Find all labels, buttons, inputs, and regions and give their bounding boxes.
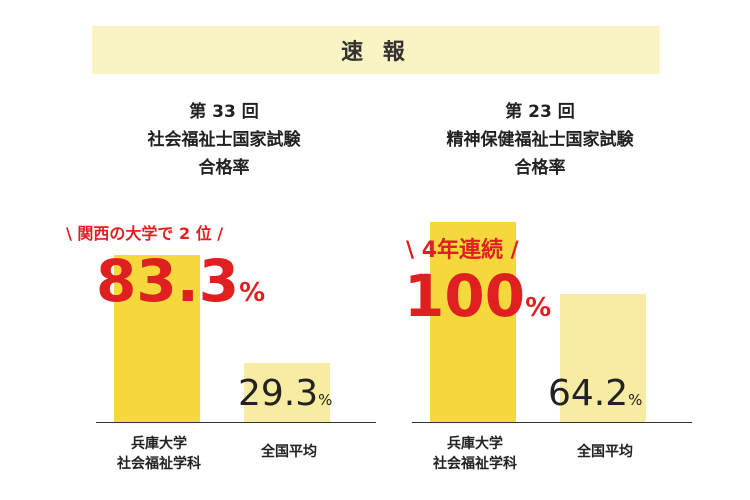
category-line-2: 社会福祉学科 — [433, 456, 517, 472]
bar-national-average — [560, 293, 646, 422]
value-number: 29.3 — [238, 373, 319, 414]
value-unit: % — [628, 391, 643, 409]
bar-national-average — [244, 363, 330, 422]
chart-panel-1: 第 33 回 社会福祉士国家試験 合格率 \ 関西の大学で 2 位 / 83.3… — [66, 92, 376, 482]
baseline — [96, 422, 376, 423]
value-unit: % — [525, 293, 552, 323]
bar-university — [114, 255, 200, 422]
chart-title-line-2: 社会福祉士国家試験 — [147, 130, 301, 150]
category-label-average: 全国平均 — [219, 442, 359, 462]
value-label-average: 29.3% — [238, 376, 332, 412]
chart-title: 第 33 回 社会福祉士国家試験 合格率 — [74, 98, 374, 182]
banner: 速 報 — [92, 26, 660, 74]
chart-title-line-2: 精神保健福祉士国家試験 — [446, 130, 634, 150]
value-number: 83.3 — [96, 247, 240, 315]
category-line-2: 社会福祉学科 — [117, 456, 201, 472]
chart-title-line-3: 合格率 — [514, 158, 566, 178]
category-label-university: 兵庫大学 社会福祉学科 — [89, 434, 229, 474]
value-label-average: 64.2% — [548, 376, 642, 412]
value-number: 64.2 — [548, 373, 629, 414]
chart-panel-2: 第 23 回 精神保健福祉士国家試験 合格率 \ 4年連続 / 100% 64.… — [390, 92, 692, 482]
value-number: 100 — [404, 262, 526, 330]
chart-title: 第 23 回 精神保健福祉士国家試験 合格率 — [390, 98, 690, 182]
chart-title-line-1: 第 33 回 — [189, 102, 259, 122]
value-label-university: 100% — [404, 267, 551, 325]
category-label-university: 兵庫大学 社会福祉学科 — [405, 434, 545, 474]
highlight-note: \ 4年連続 / — [406, 238, 519, 263]
value-unit: % — [318, 391, 333, 409]
category-line-1: 兵庫大学 — [447, 436, 503, 452]
value-label-university: 83.3% — [96, 252, 265, 310]
category-label-average: 全国平均 — [535, 442, 675, 462]
chart-title-line-3: 合格率 — [198, 158, 250, 178]
category-line-1: 全国平均 — [261, 444, 317, 460]
category-line-1: 兵庫大学 — [131, 436, 187, 452]
highlight-note: \ 関西の大学で 2 位 / — [66, 224, 224, 243]
bar-university — [430, 222, 516, 422]
baseline — [412, 422, 692, 423]
value-unit: % — [239, 278, 266, 308]
chart-title-line-1: 第 23 回 — [505, 102, 575, 122]
category-line-1: 全国平均 — [577, 444, 633, 460]
